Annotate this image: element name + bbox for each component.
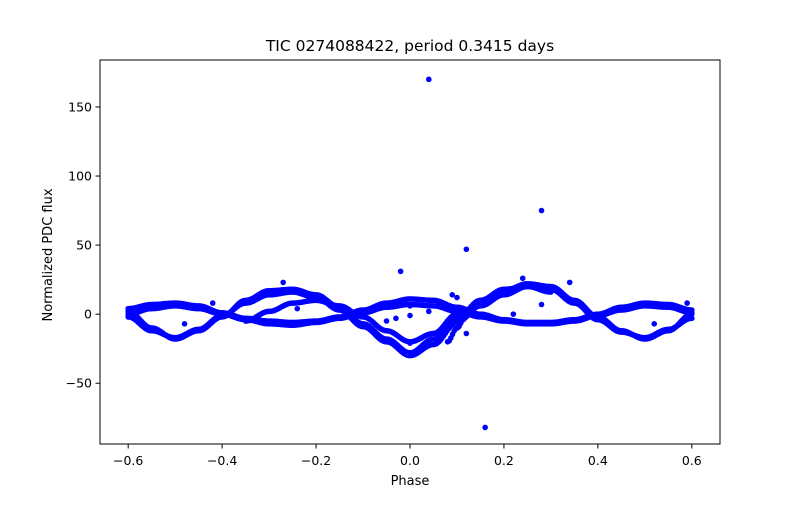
chart-title: TIC 0274088422, period 0.3415 days — [265, 37, 554, 55]
scatter-point — [454, 311, 460, 317]
x-tick-label: 0.2 — [494, 453, 514, 468]
x-tick-label: −0.2 — [301, 453, 331, 468]
scatter-point-outlier — [651, 321, 658, 327]
x-tick-label: 0.0 — [400, 453, 420, 468]
scatter-point-outlier — [519, 275, 526, 282]
scatter-point-outlier — [407, 340, 413, 346]
x-tick-label: −0.6 — [113, 453, 143, 468]
x-tick-label: 0.6 — [682, 453, 702, 468]
scatter-point-outlier — [538, 301, 545, 308]
y-tick-label: −50 — [66, 376, 92, 391]
scatter-point-outlier — [397, 268, 404, 275]
scatter-point — [689, 309, 695, 316]
scatter-point-outlier — [684, 300, 690, 306]
scatter-point-outlier — [463, 246, 470, 253]
axes: −0.6 −0.4 −0.2 0.0 0.2 0.4 0.6 −50 0 50 100 150 — [66, 59, 721, 468]
y-tick-label: 100 — [68, 169, 92, 184]
scatter-point — [689, 315, 695, 322]
x-tick-label: −0.4 — [207, 453, 237, 468]
scatter-point-outlier — [383, 318, 390, 324]
scatter-point-outlier — [294, 305, 301, 312]
scatter-point-outlier — [280, 279, 286, 286]
data-points — [125, 76, 695, 431]
scatter-point-outlier — [407, 312, 413, 319]
x-axis-label: Phase — [391, 474, 430, 489]
scatter-point-outlier — [449, 292, 456, 298]
y-axis-label: Normalized PDC flux — [41, 188, 56, 321]
scatter-point-outlier — [181, 321, 188, 327]
x-tick-label: 0.4 — [588, 453, 608, 468]
y-tick-label: 50 — [76, 238, 92, 253]
scatter-point-outlier — [425, 308, 432, 315]
y-tick-label: 150 — [68, 99, 92, 114]
scatter-point — [548, 289, 554, 295]
scatter-point-outlier — [510, 311, 517, 317]
y-tick-label: 0 — [84, 307, 92, 322]
scatter-point-outlier — [425, 76, 432, 83]
scatter-point-outlier — [407, 303, 413, 309]
scatter-point-outlier — [538, 207, 545, 214]
scatter-point-outlier — [566, 279, 573, 286]
scatter-point-outlier — [454, 294, 460, 301]
scatter-point-outlier — [209, 300, 216, 306]
scatter-point-outlier — [482, 424, 488, 431]
scatter-point-outlier — [463, 330, 470, 337]
scatter-point-outlier — [393, 315, 399, 322]
